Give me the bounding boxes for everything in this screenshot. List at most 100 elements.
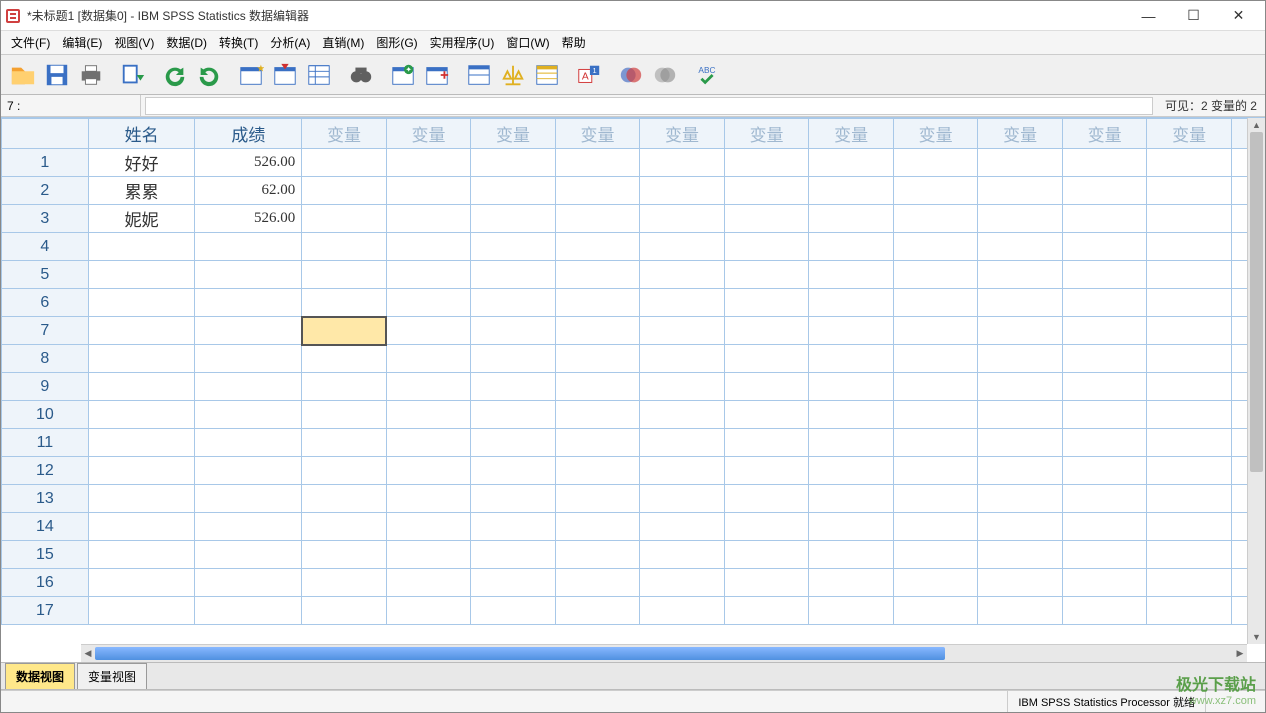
- data-cell[interactable]: [809, 513, 894, 541]
- data-cell[interactable]: [978, 457, 1063, 485]
- data-cell[interactable]: [1147, 597, 1232, 625]
- data-cell[interactable]: [195, 373, 302, 401]
- data-cell[interactable]: [809, 569, 894, 597]
- data-cell[interactable]: [302, 457, 387, 485]
- data-cell[interactable]: [1147, 457, 1232, 485]
- data-cell[interactable]: [386, 317, 471, 345]
- data-cell[interactable]: [1231, 457, 1247, 485]
- data-cell[interactable]: [1231, 569, 1247, 597]
- data-cell[interactable]: [1062, 317, 1147, 345]
- data-cell[interactable]: [809, 205, 894, 233]
- data-cell[interactable]: [978, 345, 1063, 373]
- data-cell[interactable]: [724, 401, 809, 429]
- data-cell[interactable]: [640, 457, 725, 485]
- data-cell[interactable]: [640, 373, 725, 401]
- scroll-down-arrow[interactable]: ▼: [1248, 630, 1265, 644]
- data-cell[interactable]: [809, 289, 894, 317]
- data-cell[interactable]: [88, 261, 195, 289]
- data-cell[interactable]: [724, 345, 809, 373]
- data-cell[interactable]: [302, 541, 387, 569]
- data-cell[interactable]: [978, 597, 1063, 625]
- data-cell[interactable]: 526.00: [195, 149, 302, 177]
- insert-variable-icon[interactable]: [421, 59, 453, 91]
- data-cell[interactable]: [1231, 597, 1247, 625]
- data-cell[interactable]: [302, 289, 387, 317]
- horizontal-scroll-thumb[interactable]: [95, 647, 945, 660]
- data-cell[interactable]: [555, 373, 640, 401]
- data-cell[interactable]: [893, 261, 978, 289]
- show-all-icon[interactable]: [649, 59, 681, 91]
- print-icon[interactable]: [75, 59, 107, 91]
- data-cell[interactable]: [386, 485, 471, 513]
- data-cell[interactable]: [88, 597, 195, 625]
- column-header-0[interactable]: 姓名: [88, 119, 195, 149]
- data-cell[interactable]: [302, 513, 387, 541]
- data-cell[interactable]: [1231, 289, 1247, 317]
- data-cell[interactable]: [1231, 261, 1247, 289]
- data-cell[interactable]: [195, 541, 302, 569]
- data-cell[interactable]: [640, 345, 725, 373]
- data-cell[interactable]: [1147, 289, 1232, 317]
- data-cell[interactable]: [978, 317, 1063, 345]
- recall-dialog-icon[interactable]: [117, 59, 149, 91]
- data-cell[interactable]: [809, 401, 894, 429]
- data-cell[interactable]: [88, 541, 195, 569]
- vertical-scroll-thumb[interactable]: [1250, 132, 1263, 472]
- data-cell[interactable]: [1231, 205, 1247, 233]
- data-cell[interactable]: [302, 429, 387, 457]
- data-cell[interactable]: [893, 149, 978, 177]
- data-cell[interactable]: [640, 149, 725, 177]
- empty-column-header[interactable]: 变量: [386, 119, 471, 149]
- data-cell[interactable]: [1062, 177, 1147, 205]
- data-cell[interactable]: [471, 289, 556, 317]
- menu-item-7[interactable]: 图形(G): [370, 32, 423, 53]
- data-cell[interactable]: [471, 485, 556, 513]
- menu-item-2[interactable]: 视图(V): [108, 32, 160, 53]
- data-cell[interactable]: [640, 289, 725, 317]
- data-cell[interactable]: [724, 429, 809, 457]
- data-cell[interactable]: [195, 429, 302, 457]
- data-cell[interactable]: [1147, 177, 1232, 205]
- data-cell[interactable]: [555, 541, 640, 569]
- view-tab-0[interactable]: 数据视图: [5, 663, 75, 689]
- data-cell[interactable]: [471, 233, 556, 261]
- data-cell[interactable]: [640, 205, 725, 233]
- data-cell[interactable]: [1231, 317, 1247, 345]
- data-cell[interactable]: [724, 261, 809, 289]
- maximize-button[interactable]: ☐: [1171, 2, 1216, 30]
- data-cell[interactable]: [302, 149, 387, 177]
- insert-case-icon[interactable]: ✦: [387, 59, 419, 91]
- menu-item-4[interactable]: 转换(T): [213, 32, 264, 53]
- data-cell[interactable]: [471, 569, 556, 597]
- data-cell[interactable]: [88, 513, 195, 541]
- empty-column-header[interactable]: 变量: [724, 119, 809, 149]
- data-cell[interactable]: [302, 233, 387, 261]
- data-cell[interactable]: [978, 513, 1063, 541]
- data-cell[interactable]: [724, 233, 809, 261]
- data-cell[interactable]: [1147, 205, 1232, 233]
- cell-reference[interactable]: 7 :: [1, 95, 141, 116]
- data-cell[interactable]: [1147, 541, 1232, 569]
- empty-column-header[interactable]: 变量: [471, 119, 556, 149]
- data-cell[interactable]: [724, 177, 809, 205]
- data-cell[interactable]: [88, 317, 195, 345]
- data-cell[interactable]: [724, 317, 809, 345]
- grid-corner[interactable]: [2, 119, 89, 149]
- data-cell[interactable]: [1231, 485, 1247, 513]
- data-cell[interactable]: [893, 485, 978, 513]
- data-cell[interactable]: [1147, 261, 1232, 289]
- data-cell[interactable]: [555, 485, 640, 513]
- data-cell[interactable]: [302, 261, 387, 289]
- data-cell[interactable]: [809, 597, 894, 625]
- row-header[interactable]: 9: [2, 373, 89, 401]
- data-cell[interactable]: [195, 289, 302, 317]
- data-cell[interactable]: [386, 345, 471, 373]
- data-cell[interactable]: [724, 149, 809, 177]
- data-cell[interactable]: 好好: [88, 149, 195, 177]
- data-cell[interactable]: [1231, 233, 1247, 261]
- data-cell[interactable]: [1147, 485, 1232, 513]
- redo-icon[interactable]: [193, 59, 225, 91]
- data-cell[interactable]: [978, 261, 1063, 289]
- data-cell[interactable]: [88, 429, 195, 457]
- data-cell[interactable]: [1062, 261, 1147, 289]
